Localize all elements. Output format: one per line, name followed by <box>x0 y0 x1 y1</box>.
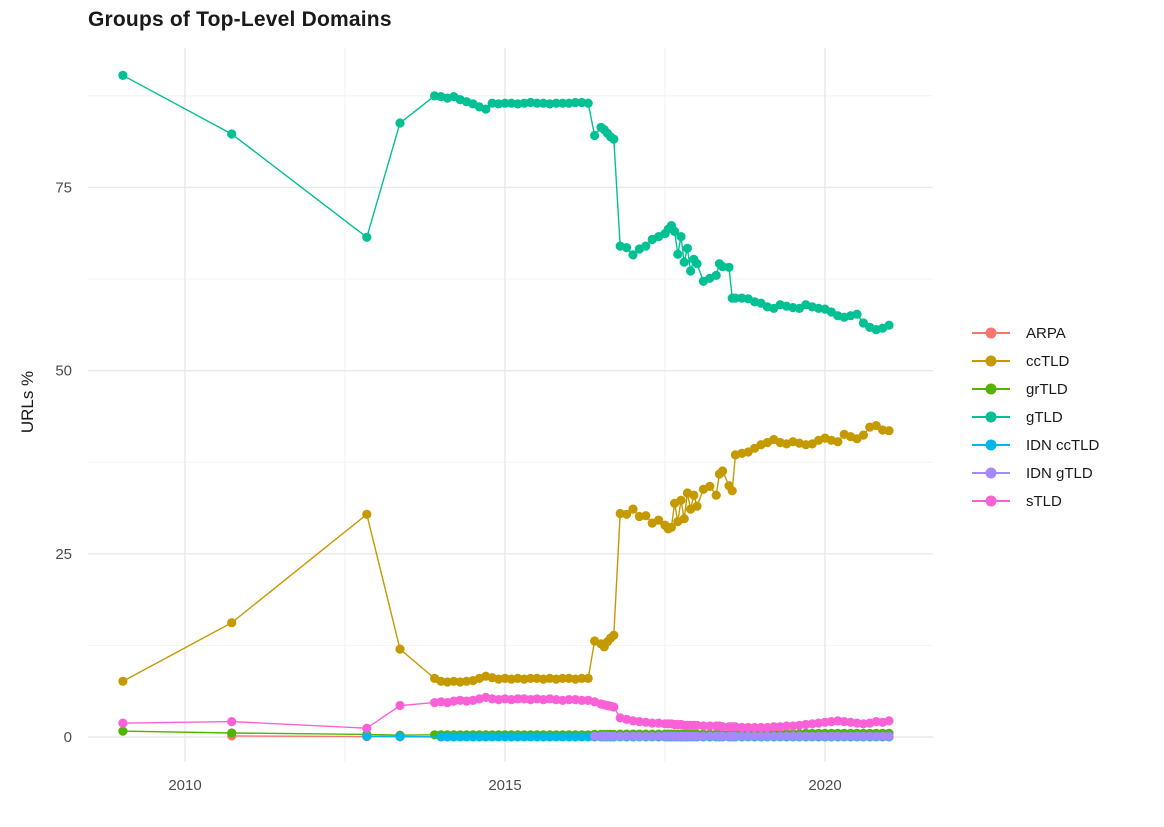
y-tick-label: 75 <box>55 179 72 196</box>
series-cctld <box>118 421 894 687</box>
y-axis-title: URLs % <box>18 370 37 434</box>
y-tick-label: 0 <box>64 729 72 746</box>
legend-item-cctld: ccTLD <box>972 347 1099 375</box>
legend-item-gtld: gTLD <box>972 403 1099 431</box>
legend-key-icon <box>972 355 1010 367</box>
legend-key-icon <box>972 411 1010 423</box>
legend-item-idn-cctld: IDN ccTLD <box>972 431 1099 459</box>
y-tick-label: 50 <box>55 363 72 380</box>
legend-key-icon <box>972 327 1010 339</box>
legend-key-icon <box>972 495 1010 507</box>
legend-label: grTLD <box>1026 380 1068 398</box>
legend-label: IDN ccTLD <box>1026 436 1100 454</box>
legend-label: sTLD <box>1026 492 1062 510</box>
gridlines <box>88 48 933 762</box>
y-tick-label: 25 <box>55 546 72 563</box>
x-tick-label: 2015 <box>488 777 521 794</box>
legend-key-icon <box>972 383 1010 395</box>
series-idn-gtld <box>590 731 894 741</box>
legend-item-stld: sTLD <box>972 487 1099 515</box>
legend-item-idn-gtld: IDN gTLD <box>972 459 1099 487</box>
series-gtld <box>118 70 894 335</box>
chart-title: Groups of Top-Level Domains <box>88 8 392 31</box>
legend-key-icon <box>972 439 1010 451</box>
x-tick-label: 2010 <box>168 777 201 794</box>
legend-label: gTLD <box>1026 408 1063 426</box>
legend-label: ccTLD <box>1026 352 1070 370</box>
legend-label: IDN gTLD <box>1026 464 1093 482</box>
legend-item-arpa: ARPA <box>972 319 1099 347</box>
legend: ARPA ccTLD grTLD gTLD IDN ccTLD IDN gTLD sTLD <box>972 319 1099 515</box>
legend-item-grtld: grTLD <box>972 375 1099 403</box>
legend-key-icon <box>972 467 1010 479</box>
x-tick-label: 2020 <box>808 777 841 794</box>
legend-label: ARPA <box>1026 324 1066 342</box>
axis-tick-labels: 0 25 50 75 2010 2015 2020 <box>55 179 841 794</box>
series-stld <box>118 692 894 733</box>
